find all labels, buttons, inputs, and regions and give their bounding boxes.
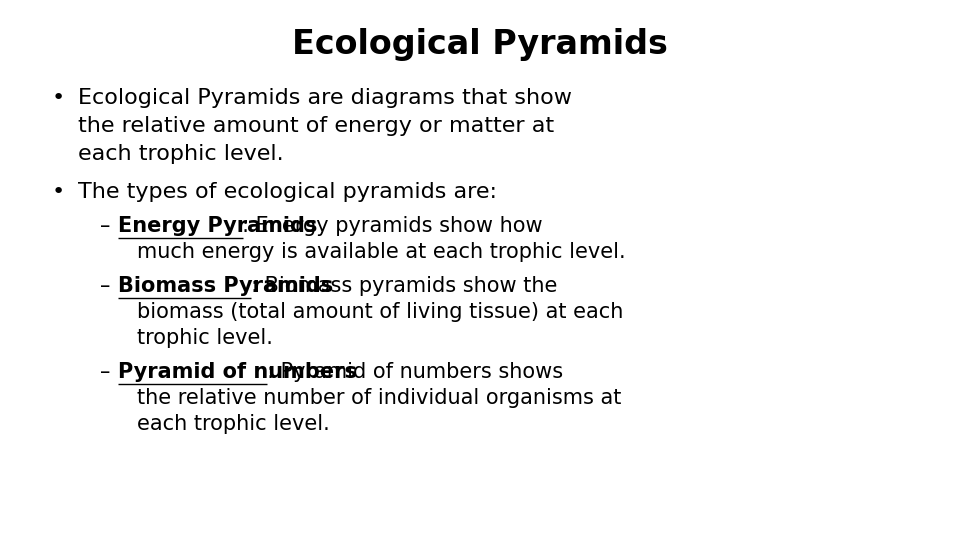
Text: •: •: [52, 182, 65, 202]
Text: each trophic level.: each trophic level.: [78, 144, 283, 164]
Text: : Biomass pyramids show the: : Biomass pyramids show the: [251, 276, 557, 296]
Text: each trophic level.: each trophic level.: [137, 414, 329, 434]
Text: –: –: [100, 276, 110, 296]
Text: –: –: [100, 362, 110, 382]
Text: : Pyramid of numbers shows: : Pyramid of numbers shows: [268, 362, 564, 382]
Text: •: •: [52, 88, 65, 108]
Text: the relative number of individual organisms at: the relative number of individual organi…: [137, 388, 621, 408]
Text: the relative amount of energy or matter at: the relative amount of energy or matter …: [78, 116, 554, 136]
Text: Pyramid of numbers: Pyramid of numbers: [118, 362, 357, 382]
Text: Ecological Pyramids: Ecological Pyramids: [292, 28, 668, 61]
Text: trophic level.: trophic level.: [137, 328, 273, 348]
Text: much energy is available at each trophic level.: much energy is available at each trophic…: [137, 242, 626, 262]
Text: The types of ecological pyramids are:: The types of ecological pyramids are:: [78, 182, 497, 202]
Text: Ecological Pyramids are diagrams that show: Ecological Pyramids are diagrams that sh…: [78, 88, 572, 108]
Text: biomass (total amount of living tissue) at each: biomass (total amount of living tissue) …: [137, 302, 623, 322]
Text: Energy Pyramids: Energy Pyramids: [118, 216, 318, 236]
Text: Biomass Pyramids: Biomass Pyramids: [118, 276, 333, 296]
Text: –: –: [100, 216, 110, 236]
Text: : Energy pyramids show how: : Energy pyramids show how: [243, 216, 543, 236]
